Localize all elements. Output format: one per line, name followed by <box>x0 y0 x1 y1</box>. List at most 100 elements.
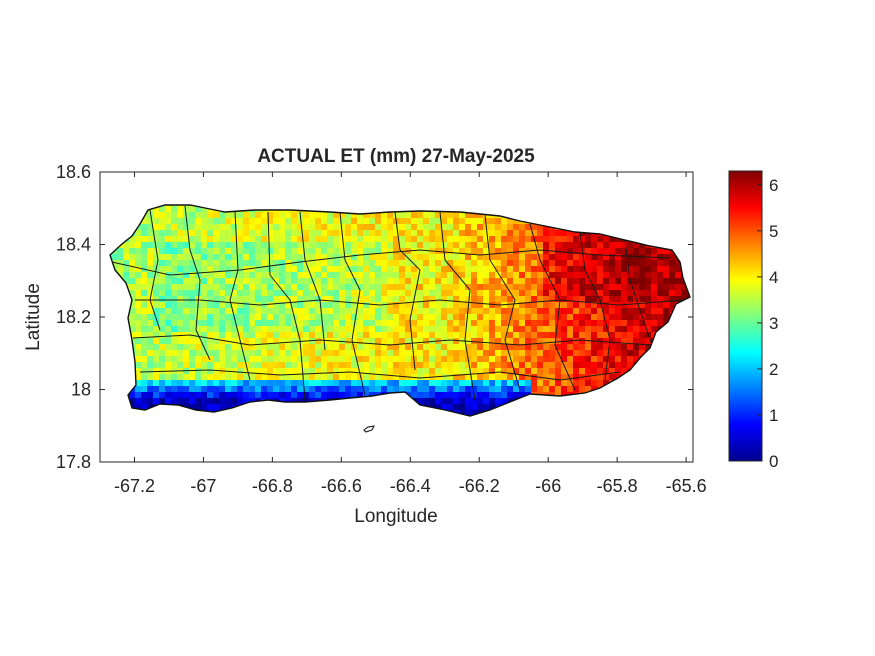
et-cell <box>357 356 364 363</box>
et-cell <box>627 296 634 303</box>
et-cell <box>225 350 232 357</box>
et-cell <box>429 320 436 327</box>
et-cell <box>171 314 178 321</box>
et-cell <box>321 266 328 273</box>
et-cell <box>693 296 700 303</box>
et-cell <box>171 374 178 381</box>
et-cell <box>579 386 586 393</box>
et-cell <box>453 314 460 321</box>
et-cell <box>489 374 496 381</box>
et-cell <box>225 296 232 303</box>
et-cell <box>447 260 454 267</box>
et-cell <box>447 344 454 351</box>
et-cell <box>429 242 436 249</box>
et-cell <box>393 254 400 261</box>
et-cell <box>171 362 178 369</box>
et-cell <box>171 326 178 333</box>
et-cell <box>585 296 592 303</box>
et-cell <box>177 398 184 405</box>
et-cell <box>453 272 460 279</box>
et-cell <box>321 392 328 399</box>
et-cell <box>435 356 442 363</box>
et-cell <box>327 308 334 315</box>
et-cell <box>645 278 652 285</box>
et-cell <box>165 278 172 285</box>
et-cell <box>555 368 562 375</box>
et-cell <box>303 332 310 339</box>
et-cell <box>675 290 682 297</box>
et-cell <box>327 320 334 327</box>
et-cell <box>621 272 628 279</box>
et-cell <box>675 284 682 291</box>
et-cell <box>513 224 520 231</box>
et-cell <box>147 236 154 243</box>
et-cell <box>609 356 616 363</box>
et-cell <box>561 320 568 327</box>
et-cell <box>525 368 532 375</box>
et-cell <box>507 374 514 381</box>
et-cell <box>261 296 268 303</box>
et-cell <box>489 368 496 375</box>
et-cell <box>189 206 196 213</box>
et-cell <box>513 338 520 345</box>
et-cell <box>399 260 406 267</box>
et-cell <box>657 296 664 303</box>
et-cell <box>429 398 436 405</box>
et-cell <box>585 320 592 327</box>
et-cell <box>579 284 586 291</box>
et-cell <box>507 362 514 369</box>
et-cell <box>261 302 268 309</box>
et-cell <box>291 284 298 291</box>
et-cell <box>159 272 166 279</box>
et-cell <box>369 278 376 285</box>
et-cell <box>531 302 538 309</box>
et-cell <box>333 230 340 237</box>
et-cell <box>561 242 568 249</box>
et-cell <box>567 326 574 333</box>
et-cell <box>369 296 376 303</box>
et-cell <box>183 278 190 285</box>
et-cell <box>375 224 382 231</box>
et-cell <box>477 326 484 333</box>
et-cell <box>555 302 562 309</box>
et-cell <box>513 314 520 321</box>
et-cell <box>231 242 238 249</box>
et-cell <box>165 266 172 273</box>
et-cell <box>159 218 166 225</box>
et-cell <box>621 362 628 369</box>
et-cell <box>591 236 598 243</box>
et-cell <box>189 362 196 369</box>
et-cell <box>657 260 664 267</box>
et-cell <box>525 236 532 243</box>
et-cell <box>255 260 262 267</box>
et-cell <box>267 260 274 267</box>
colorbar-tick-label: 4 <box>769 268 778 287</box>
et-cell <box>525 320 532 327</box>
et-cell <box>369 236 376 243</box>
et-cell <box>441 386 448 393</box>
et-cell <box>375 386 382 393</box>
et-cell <box>489 254 496 261</box>
et-cell <box>159 350 166 357</box>
et-cell <box>213 212 220 219</box>
et-cell <box>237 380 244 387</box>
et-cell <box>447 338 454 345</box>
et-cell <box>357 248 364 255</box>
et-cell <box>237 248 244 255</box>
et-cell <box>255 392 262 399</box>
et-cell <box>483 230 490 237</box>
et-cell <box>471 386 478 393</box>
et-cell <box>555 338 562 345</box>
et-cell <box>261 248 268 255</box>
et-cell <box>159 380 166 387</box>
et-cell <box>261 260 268 267</box>
et-cell <box>165 362 172 369</box>
et-cell <box>387 350 394 357</box>
et-cell <box>525 314 532 321</box>
et-cell <box>255 254 262 261</box>
et-cell <box>477 320 484 327</box>
et-cell <box>321 368 328 375</box>
et-cell <box>477 302 484 309</box>
et-cell <box>213 248 220 255</box>
